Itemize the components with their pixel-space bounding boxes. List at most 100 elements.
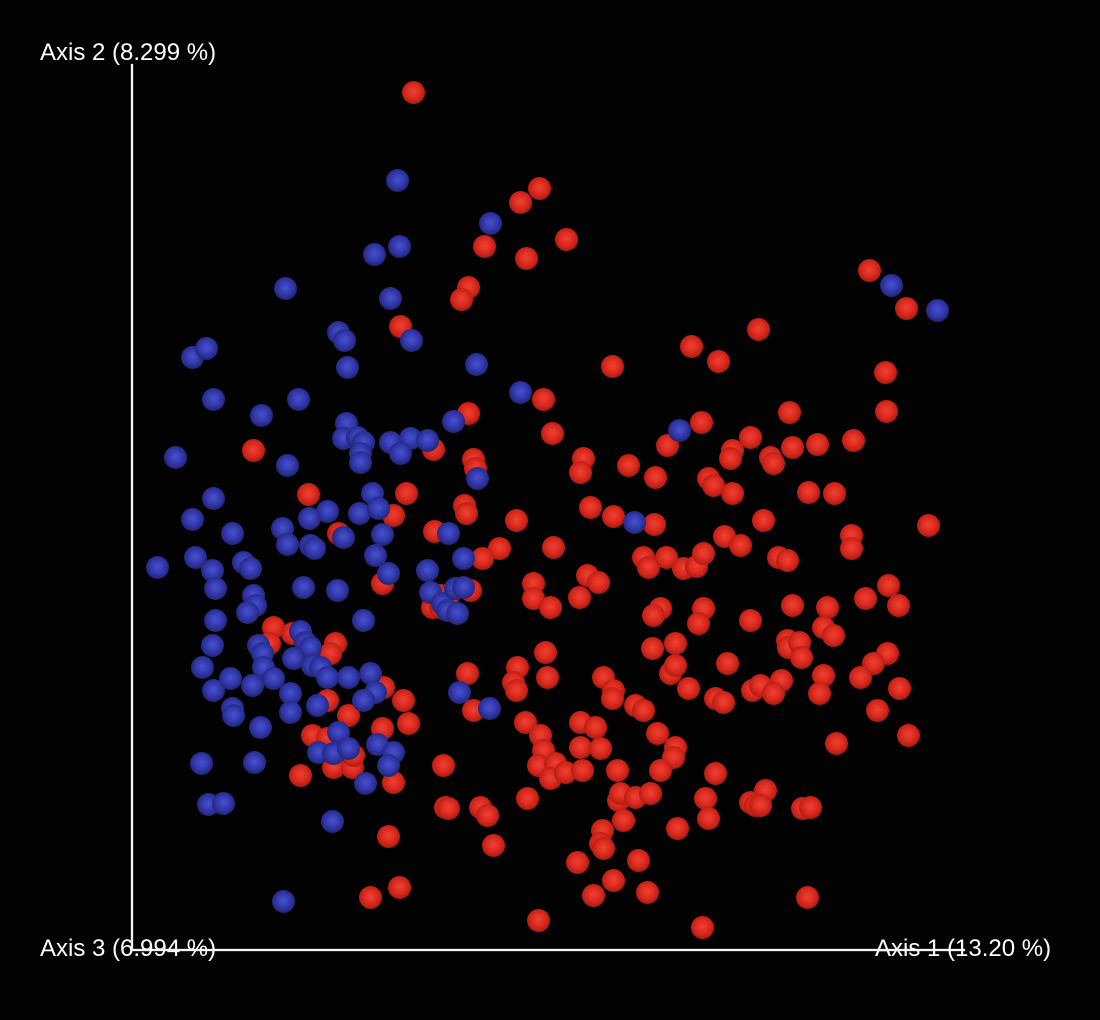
red-group-data-point (874, 399, 898, 423)
blue-group-data-point (300, 653, 324, 677)
blue-group-data-point (241, 583, 265, 607)
red-group-data-point (631, 698, 655, 722)
red-group-data-point (746, 317, 770, 341)
red-group-data-point (865, 698, 889, 722)
blue-group-data-point (325, 578, 349, 602)
red-group-data-point (420, 595, 444, 619)
red-group-data-point (720, 481, 744, 505)
red-group-data-point (679, 334, 703, 358)
red-group-data-point (665, 816, 689, 840)
red-group-data-point (527, 176, 551, 200)
blue-group-data-point (180, 345, 204, 369)
red-group-data-point (531, 387, 555, 411)
red-group-data-point (896, 723, 920, 747)
red-group-data-point (461, 447, 485, 471)
red-group-data-point (671, 556, 695, 580)
red-group-data-point (839, 536, 863, 560)
red-group-data-point (401, 80, 425, 104)
red-group-data-point (340, 755, 364, 779)
blue-group-data-point (378, 430, 402, 454)
red-group-data-point (321, 755, 345, 779)
red-group-data-point (861, 651, 885, 675)
blue-group-data-point (238, 556, 262, 580)
red-group-data-point (663, 735, 687, 759)
blue-group-data-point (370, 522, 394, 546)
red-group-data-point (381, 503, 405, 527)
red-group-data-point (718, 446, 742, 470)
red-group-data-point (738, 425, 762, 449)
red-group-data-point (336, 703, 360, 727)
red-group-data-point (455, 661, 479, 685)
blue-group-data-point (478, 211, 502, 235)
red-group-data-point (600, 686, 624, 710)
red-group-data-point (591, 665, 615, 689)
red-group-data-point (428, 583, 452, 607)
blue-group-data-point (477, 696, 501, 720)
blue-group-data-point (251, 655, 275, 679)
red-group-data-point (689, 410, 713, 434)
blue-group-data-point (298, 635, 322, 659)
blue-group-data-point (308, 655, 332, 679)
blue-group-data-point (508, 380, 532, 404)
red-group-data-point (676, 676, 700, 700)
axis-1-line (131, 949, 965, 951)
blue-group-data-point (451, 575, 475, 599)
red-group-data-point (501, 670, 525, 694)
red-group-data-point (853, 586, 877, 610)
red-group-data-point (623, 785, 647, 809)
blue-group-data-point (201, 486, 225, 510)
red-group-data-point (538, 595, 562, 619)
red-group-data-point (795, 885, 819, 909)
red-group-data-point (387, 875, 411, 899)
red-group-data-point (640, 636, 664, 660)
red-group-data-point (761, 681, 785, 705)
blue-group-data-point (297, 506, 321, 530)
red-group-data-point (296, 482, 320, 506)
blue-group-data-point (435, 598, 459, 622)
red-group-data-point (505, 655, 529, 679)
red-group-data-point (318, 641, 342, 665)
red-group-data-point (521, 586, 545, 610)
axis-2-line (131, 64, 133, 951)
blue-group-data-point (415, 558, 439, 582)
red-group-data-point (631, 545, 655, 569)
blue-group-data-point (275, 453, 299, 477)
red-group-data-point (433, 795, 457, 819)
red-group-data-point (648, 596, 672, 620)
red-group-data-point (487, 536, 511, 560)
red-group-data-point (586, 570, 610, 594)
axis-3-label: Axis 3 (6.994 %) (40, 935, 217, 962)
red-group-data-point (728, 533, 752, 557)
blue-group-data-point (249, 403, 273, 427)
red-group-data-point (821, 623, 845, 647)
blue-group-data-point (388, 441, 412, 465)
red-group-data-point (370, 571, 394, 595)
blue-group-data-point (925, 298, 949, 322)
red-group-data-point (508, 190, 532, 214)
red-group-data-point (358, 885, 382, 909)
red-group-data-point (449, 287, 473, 311)
red-group-data-point (543, 751, 567, 775)
blue-group-data-point (465, 466, 489, 490)
red-group-data-point (887, 676, 911, 700)
blue-group-data-point (376, 753, 400, 777)
red-group-data-point (916, 513, 940, 537)
blue-group-data-point (353, 771, 377, 795)
red-group-data-point (696, 466, 720, 490)
red-group-data-point (463, 456, 487, 480)
red-group-data-point (431, 753, 455, 777)
blue-group-data-point (347, 501, 371, 525)
red-group-data-point (661, 745, 685, 769)
blue-group-data-point (667, 418, 691, 442)
blue-group-data-point (351, 688, 375, 712)
red-group-data-point (526, 908, 550, 932)
red-group-data-point (554, 227, 578, 251)
blue-group-data-point (240, 673, 264, 697)
blue-group-data-point (291, 575, 315, 599)
blue-group-data-point (358, 661, 382, 685)
blue-group-data-point (315, 499, 339, 523)
blue-group-data-point (203, 608, 227, 632)
red-group-data-point (315, 688, 339, 712)
